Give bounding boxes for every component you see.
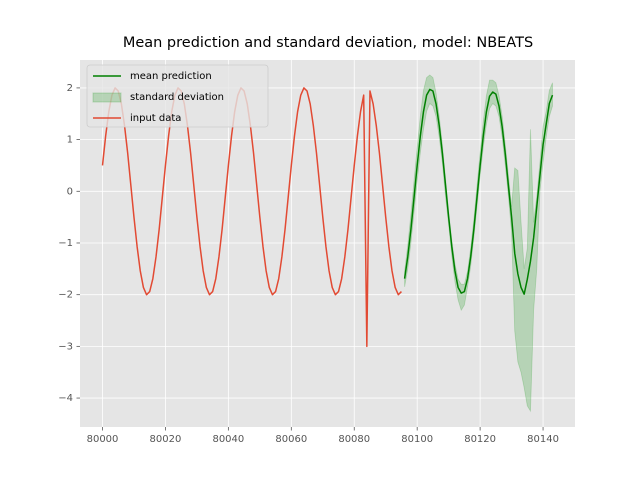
- legend-label: mean prediction: [130, 71, 212, 82]
- x-tick-label: 80040: [212, 434, 244, 445]
- y-tick-label: 0: [67, 186, 73, 197]
- legend-box: [86, 64, 269, 128]
- chart-title: Mean prediction and standard deviation, …: [123, 35, 533, 51]
- legend-swatch: [92, 92, 122, 103]
- legend-label: input data: [130, 113, 181, 124]
- legend: mean prediction standard deviation input d…: [86, 64, 269, 128]
- x-tick-label: 80080: [338, 434, 370, 445]
- x-tick-label: 80140: [527, 434, 559, 445]
- y-tick-label: 1: [67, 135, 73, 146]
- std-band: [404, 74, 553, 413]
- series-line: [403, 88, 554, 295]
- y-tick-label: −3: [58, 341, 73, 352]
- x-tick-label: 80060: [275, 434, 307, 445]
- series-line: [101, 87, 402, 348]
- y-tick-label: −2: [58, 290, 73, 301]
- y-tick-label: −1: [58, 238, 73, 249]
- x-tick-label: 80120: [464, 434, 496, 445]
- legend-label: standard deviation: [130, 92, 224, 103]
- x-tick-label: 80100: [401, 434, 433, 445]
- x-tick-label: 80020: [150, 434, 182, 445]
- y-tick-label: −4: [58, 393, 73, 404]
- marks: [101, 74, 554, 413]
- x-tick-label: 80000: [87, 434, 119, 445]
- y-tick-label: 2: [67, 83, 73, 94]
